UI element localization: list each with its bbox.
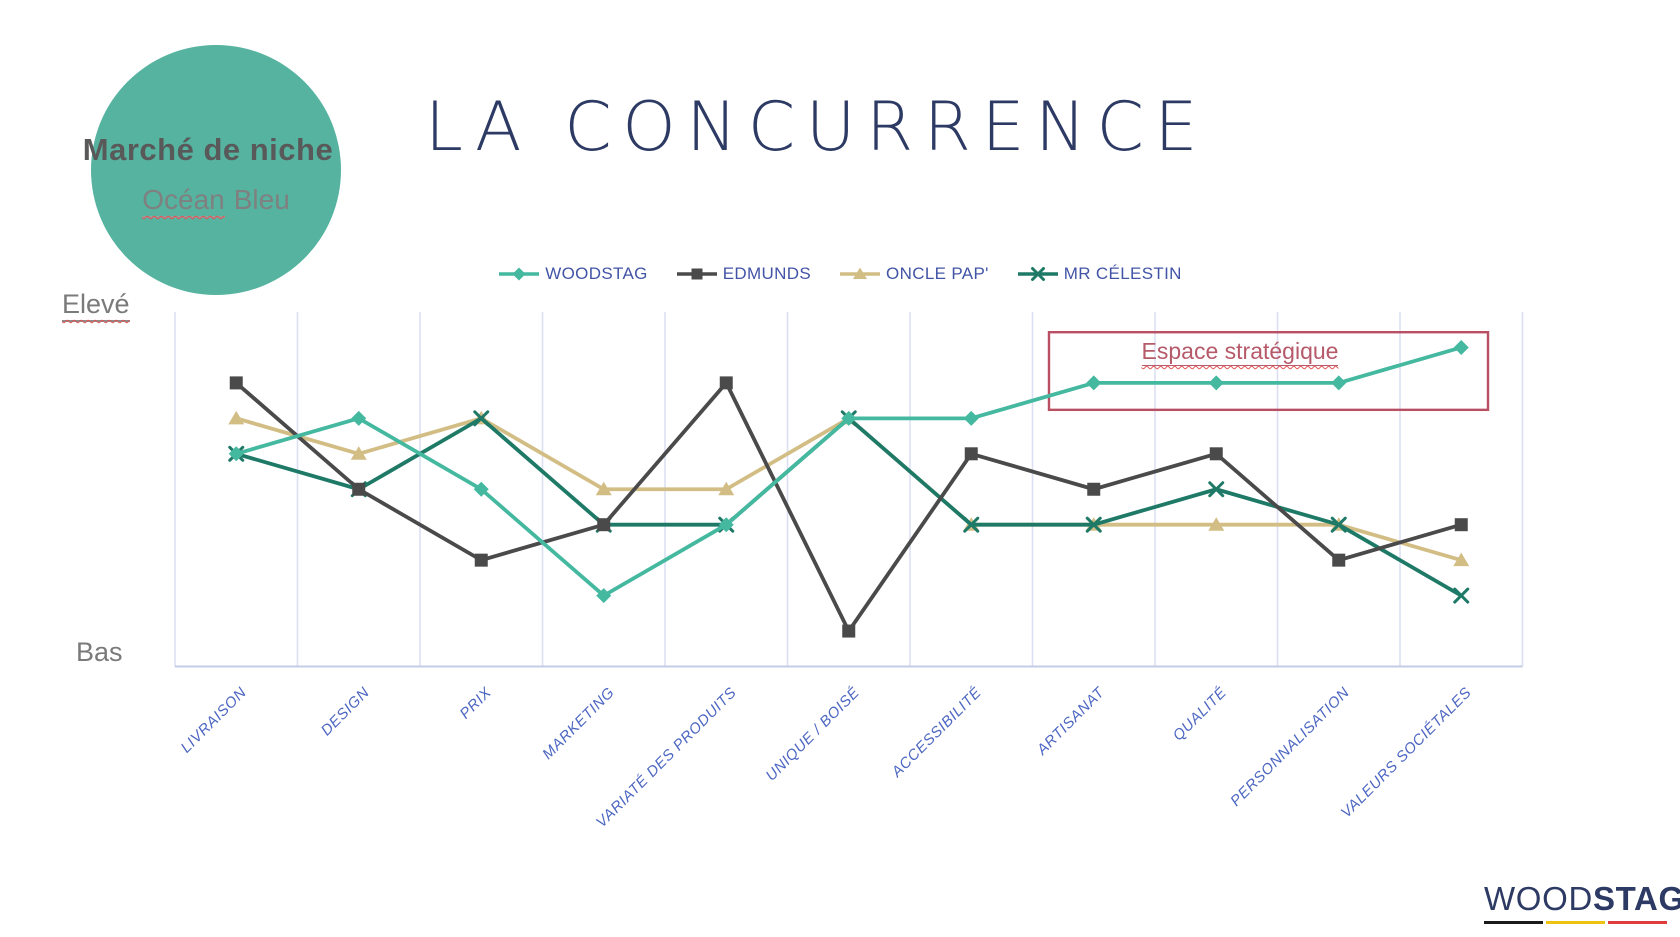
- square-marker: [229, 376, 243, 390]
- strategic-space-annotation: Espace stratégique: [1141, 338, 1339, 366]
- niche-market-badge: [91, 45, 341, 295]
- legend-item-edmunds: EDMUNDS: [676, 264, 811, 284]
- square-marker: [352, 482, 366, 496]
- legend-item-mr-c-lestin: MR CÉLESTIN: [1017, 264, 1182, 284]
- square-marker: [1332, 553, 1346, 567]
- series-woodstag: [228, 339, 1469, 604]
- legend-item-woodstag: WOODSTAG: [498, 264, 648, 284]
- triangle-marker: [1208, 517, 1225, 531]
- triangle-marker: [853, 267, 868, 279]
- belgian-flag-underline: [1484, 921, 1680, 924]
- legend-label: WOODSTAG: [545, 264, 648, 283]
- badge-subtitle: Océan Bleu: [66, 184, 366, 218]
- square-marker: [719, 376, 733, 390]
- legend-x-icon: [1017, 267, 1058, 281]
- flag-yellow-segment: [1546, 921, 1605, 924]
- flag-red-segment: [1608, 921, 1667, 924]
- series-mr-c-lestin: [228, 410, 1470, 604]
- x-marker: [473, 410, 490, 427]
- diamond-marker: [963, 410, 979, 426]
- page-title: LA CONCURRENCE: [425, 88, 1209, 167]
- legend-label: ONCLE PAP': [886, 264, 989, 283]
- badge-title: Marché de niche: [82, 132, 334, 167]
- legend-label: EDMUNDS: [722, 264, 812, 283]
- diamond-marker: [1453, 339, 1469, 355]
- diamond-marker: [1331, 375, 1347, 391]
- diamond-marker: [718, 517, 734, 533]
- diamond-marker: [512, 267, 526, 281]
- legend-label: MR CÉLESTIN: [1063, 264, 1182, 283]
- diamond-marker: [596, 588, 612, 604]
- diamond-marker: [841, 410, 857, 426]
- chart-legend: WOODSTAG EDMUNDS ONCLE PAP' MR CÉLESTIN: [0, 264, 1680, 284]
- diamond-marker: [228, 446, 244, 462]
- square-marker: [1087, 482, 1101, 496]
- triangle-marker: [595, 481, 612, 496]
- diamond-marker: [351, 410, 367, 426]
- series-edmunds: [229, 376, 1468, 638]
- x-marker: [1030, 267, 1045, 281]
- square-marker: [597, 518, 611, 532]
- square-marker: [474, 553, 488, 567]
- y-axis-high-label: Elevé: [62, 289, 130, 322]
- legend-triangle-icon: [840, 267, 881, 279]
- x-marker: [1085, 516, 1102, 533]
- y-axis-low-label: Bas: [76, 637, 123, 667]
- triangle-marker: [350, 446, 367, 460]
- square-marker: [691, 268, 703, 280]
- triangle-marker: [718, 481, 735, 496]
- woodstag-logo: WOODSTAG: [1484, 880, 1680, 924]
- diamond-marker: [1086, 375, 1102, 391]
- square-marker: [964, 447, 978, 461]
- legend-square-icon: [676, 268, 717, 280]
- x-marker: [1208, 481, 1225, 498]
- square-marker: [1209, 447, 1223, 461]
- diamond-marker: [473, 481, 489, 497]
- x-marker: [1453, 587, 1470, 604]
- woodstag-logo-text: WOODSTAG: [1484, 880, 1680, 917]
- triangle-marker: [1453, 552, 1470, 567]
- x-marker: [963, 516, 980, 533]
- strategic-space-box: [1047, 331, 1490, 412]
- series-oncle-pap-: [228, 410, 1470, 567]
- legend-diamond-icon: [499, 267, 540, 281]
- flag-black-segment: [1484, 921, 1543, 924]
- square-marker: [1454, 518, 1468, 532]
- badge-subtitle-underlined: Océan: [142, 184, 225, 218]
- x-marker: [1330, 516, 1347, 533]
- legend-item-oncle-pap-: ONCLE PAP': [839, 264, 989, 284]
- triangle-marker: [228, 410, 245, 425]
- diamond-marker: [1208, 375, 1224, 391]
- square-marker: [842, 624, 856, 638]
